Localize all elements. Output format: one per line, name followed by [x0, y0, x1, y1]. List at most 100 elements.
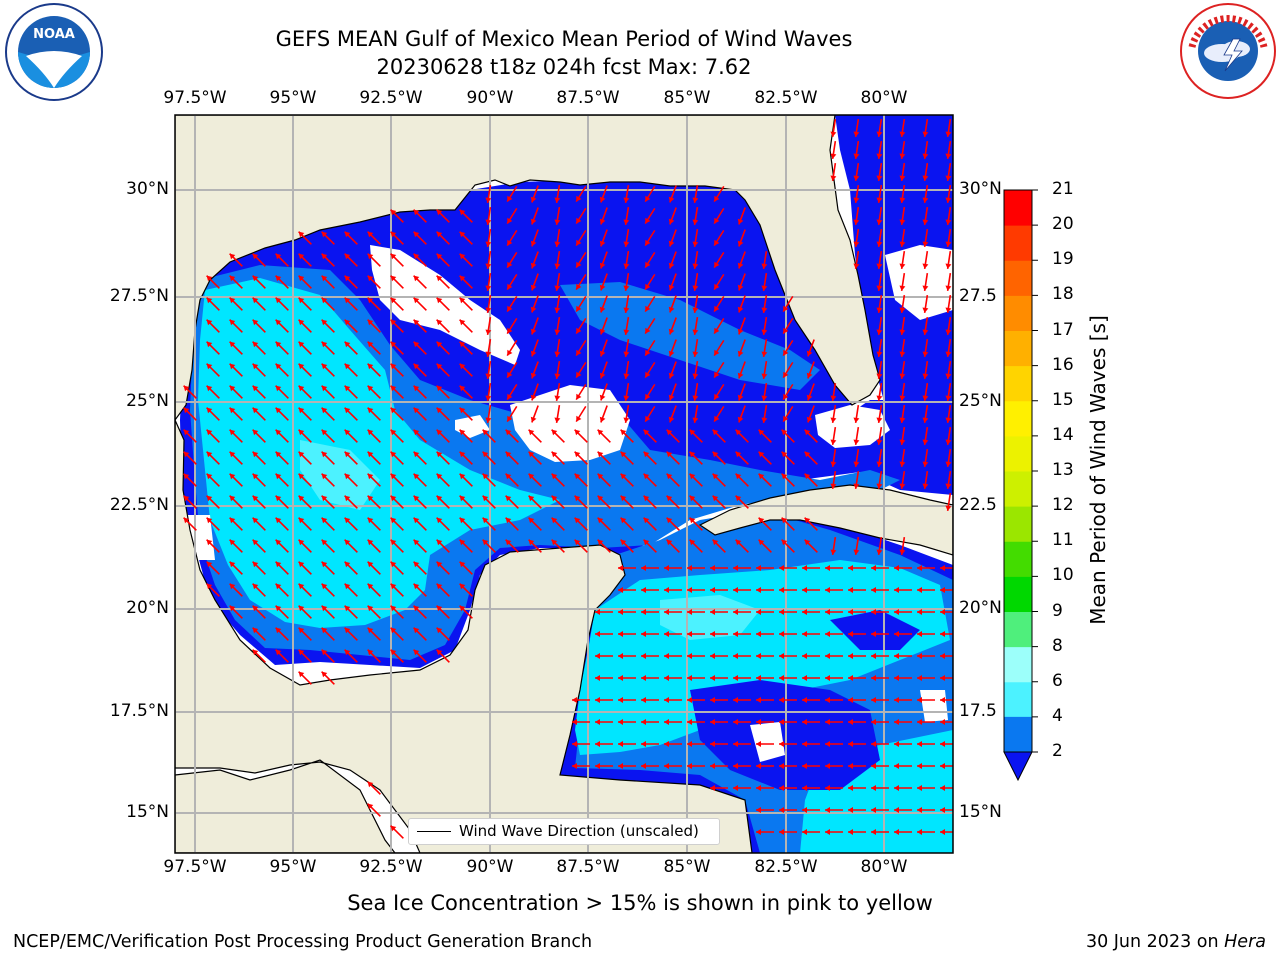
wind-wave-arrow [413, 253, 427, 267]
wind-wave-arrow [712, 451, 726, 465]
colorbar-tick-label: 14 [1052, 424, 1074, 445]
colorbar-segment [1004, 576, 1032, 612]
generation-date: 30 Jun 2023 on Hera [1086, 932, 1266, 952]
wind-wave-arrow [482, 451, 496, 465]
wind-wave-arrow [599, 317, 608, 335]
wind-wave-arrow [666, 429, 680, 443]
wind-wave-arrow [664, 675, 682, 681]
wind-wave-arrow [940, 697, 953, 703]
colorbar-tick-label: 16 [1052, 354, 1074, 375]
wind-wave-arrow [599, 207, 608, 225]
wind-wave-arrow [758, 473, 772, 487]
wind-wave-arrow [413, 583, 427, 597]
wind-wave-arrow [623, 294, 630, 314]
wind-wave-arrow [848, 785, 866, 791]
wind-wave-arrow [668, 317, 677, 335]
wind-wave-arrow [733, 719, 751, 725]
colorbar-segment [1004, 400, 1032, 437]
wind-wave-arrow [436, 473, 450, 487]
wind-wave-arrow [252, 407, 266, 421]
wind-wave-arrow [713, 207, 725, 225]
wind-wave-arrow [641, 697, 659, 703]
wind-wave-arrow [945, 228, 952, 248]
wind-wave-arrow [390, 407, 404, 421]
wind-wave-arrow [737, 361, 746, 379]
wind-wave-arrow [618, 675, 636, 681]
colorbar-tick-label: 20 [1052, 214, 1074, 235]
wind-wave-arrow [367, 385, 381, 399]
wind-wave-arrow [687, 763, 705, 769]
longitude-tick-bottom: 87.5°W [556, 857, 620, 877]
wind-wave-arrow [779, 741, 797, 747]
wind-wave-arrow [687, 565, 705, 571]
wind-wave-arrow [575, 405, 587, 423]
wind-wave-arrow [894, 697, 912, 703]
wind-wave-arrow [804, 429, 818, 443]
wind-wave-arrow [321, 363, 335, 377]
wind-wave-arrow [871, 631, 889, 637]
wind-wave-arrow [830, 140, 837, 160]
wind-wave-arrow [528, 539, 542, 553]
wind-wave-arrow [572, 763, 590, 769]
wind-wave-arrow [275, 583, 289, 597]
wind-wave-arrow [530, 185, 539, 203]
wind-wave-arrow [436, 341, 450, 355]
longitude-tick-bottom: 92.5°W [359, 857, 423, 877]
wind-wave-arrow [459, 605, 473, 619]
wind-wave-arrow [229, 275, 243, 289]
colorbar-tick-label: 10 [1052, 565, 1074, 586]
colorbar-tick-label: 6 [1052, 670, 1063, 691]
wind-wave-arrow [735, 539, 749, 553]
longitude-tick-top: 90°W [466, 88, 514, 108]
wind-wave-arrow [825, 587, 843, 593]
wind-wave-arrow [940, 609, 953, 615]
wind-wave-arrow [554, 382, 561, 402]
wind-wave-arrow [756, 719, 774, 725]
wind-wave-arrow [644, 339, 656, 357]
wind-wave-arrow [802, 631, 820, 637]
wind-wave-arrow [687, 719, 705, 725]
wind-wave-arrow [737, 207, 746, 225]
wind-wave-arrow [692, 250, 699, 270]
wind-wave-arrow [206, 297, 220, 311]
wind-wave-arrow [183, 473, 197, 487]
wind-wave-arrow [575, 383, 587, 401]
wind-wave-arrow [620, 495, 634, 509]
wind-wave-arrow [554, 250, 561, 270]
wind-wave-arrow [618, 587, 636, 593]
wind-wave-arrow [505, 451, 519, 465]
wind-wave-arrow [530, 405, 539, 423]
wind-wave-arrow [551, 429, 565, 443]
wind-wave-arrow [623, 184, 630, 204]
wind-wave-arrow [692, 360, 699, 380]
longitude-tick-bottom: 85°W [663, 857, 711, 877]
wind-wave-arrow [664, 653, 682, 659]
wind-wave-arrow [413, 517, 427, 531]
wind-wave-arrow [945, 492, 952, 512]
wind-wave-arrow [599, 295, 608, 313]
wind-wave-arrow [848, 565, 866, 571]
wind-wave-arrow [876, 360, 883, 380]
wind-wave-arrow [922, 228, 929, 248]
wind-wave-arrow [806, 339, 815, 357]
wind-wave-arrow [871, 609, 889, 615]
wind-wave-arrow [710, 785, 728, 791]
wind-wave-arrow [298, 231, 312, 245]
wind-wave-arrow [390, 253, 404, 267]
wind-wave-arrow [825, 763, 843, 769]
wind-wave-arrow [321, 517, 335, 531]
wind-wave-arrow [390, 341, 404, 355]
wind-wave-arrow [551, 495, 565, 509]
wind-wave-arrow [917, 565, 935, 571]
wind-wave-arrow [687, 587, 705, 593]
wind-wave-arrow [298, 407, 312, 421]
colorbar-tick-label: 15 [1052, 389, 1074, 410]
wind-wave-arrow [554, 228, 561, 248]
longitude-tick-top: 85°W [663, 88, 711, 108]
wind-wave-arrow [390, 385, 404, 399]
wind-wave-arrow [899, 228, 906, 248]
wind-wave-arrow [848, 587, 866, 593]
wind-wave-arrow [779, 653, 797, 659]
wind-wave-arrow [737, 383, 746, 401]
wind-wave-arrow [528, 473, 542, 487]
